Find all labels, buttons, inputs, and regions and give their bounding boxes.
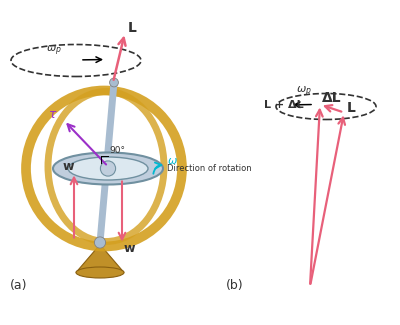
Text: $\omega_p$: $\omega_p$ <box>296 85 312 99</box>
Text: $\omega$: $\omega$ <box>167 157 178 166</box>
Ellipse shape <box>53 152 163 185</box>
Text: w: w <box>63 161 74 174</box>
Text: $\omega_p$: $\omega_p$ <box>46 44 62 58</box>
Text: ΔL: ΔL <box>322 92 342 106</box>
Circle shape <box>100 161 116 176</box>
Text: (b): (b) <box>226 279 244 292</box>
Polygon shape <box>76 244 124 272</box>
Text: L + ΔL: L + ΔL <box>264 100 304 110</box>
Ellipse shape <box>68 157 148 180</box>
Text: L: L <box>347 100 356 114</box>
Circle shape <box>110 78 118 87</box>
Text: Direction of rotation: Direction of rotation <box>167 164 252 174</box>
Text: (a): (a) <box>10 279 28 292</box>
Ellipse shape <box>76 267 124 278</box>
Text: w: w <box>124 241 136 254</box>
Text: 90°: 90° <box>109 147 125 155</box>
Circle shape <box>94 237 106 248</box>
Text: L: L <box>128 21 137 35</box>
Text: $\tau$: $\tau$ <box>48 109 58 122</box>
